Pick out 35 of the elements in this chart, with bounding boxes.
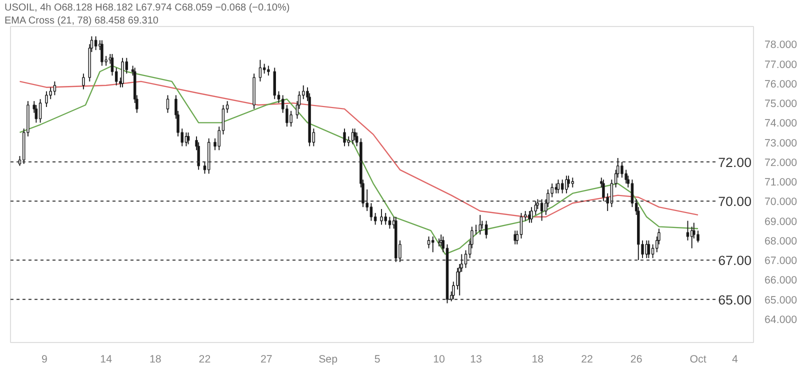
- y-tick-label: 69.000: [764, 216, 798, 228]
- x-tick-label: Oct: [690, 354, 706, 366]
- y-tick-label: 66.000: [764, 274, 798, 287]
- x-tick-label: 26: [630, 354, 642, 366]
- y-tick-label: 71.000: [764, 176, 798, 189]
- ref-line-label: 65.00: [718, 292, 752, 308]
- y-tick-label: 65.000: [764, 294, 798, 306]
- y-tick-label: 72.000: [764, 156, 798, 169]
- x-tick-label: 13: [470, 354, 482, 366]
- x-tick-label: 5: [374, 354, 380, 366]
- x-tick-label: Sep: [318, 354, 338, 366]
- text: USOIL, 4h O68.128 H68.182 L67.974 C68.059 −0.068 (−0.10%): [4, 2, 290, 14]
- x-tick-label: 27: [260, 354, 272, 366]
- y-tick-label: 68.000: [764, 235, 798, 248]
- y-tick-label: 76.000: [764, 78, 798, 90]
- x-tick-label: 18: [532, 354, 544, 366]
- x-tick-label: 22: [198, 354, 211, 366]
- annotation: EMA Cross (21, 78) 68.458 69.310: [4, 16, 159, 26]
- x-tick-label: 18: [149, 354, 162, 366]
- x-tick-label: 10: [433, 354, 446, 366]
- y-tick-label: 74.000: [764, 118, 798, 130]
- y-tick-label: 75.000: [764, 98, 798, 110]
- x-tick-label: 4: [732, 354, 738, 366]
- ref-line-label: 67.00: [718, 253, 752, 268]
- y-tick-label: 78.000: [764, 39, 798, 52]
- x-tick-label: 14: [100, 354, 112, 366]
- x-tick-label: 22: [581, 354, 594, 366]
- y-tick-label: 67.000: [764, 255, 798, 268]
- y-tick-label: 70.000: [764, 196, 798, 208]
- y-tick-label: 73.000: [764, 137, 798, 150]
- y-tick-label: 77.000: [764, 58, 798, 71]
- y-tick-label: 64.000: [764, 314, 798, 326]
- x-tick-label: 9: [41, 354, 48, 366]
- ref-line-label: 72.00: [718, 154, 752, 170]
- ref-line-label: 70.00: [718, 194, 752, 210]
